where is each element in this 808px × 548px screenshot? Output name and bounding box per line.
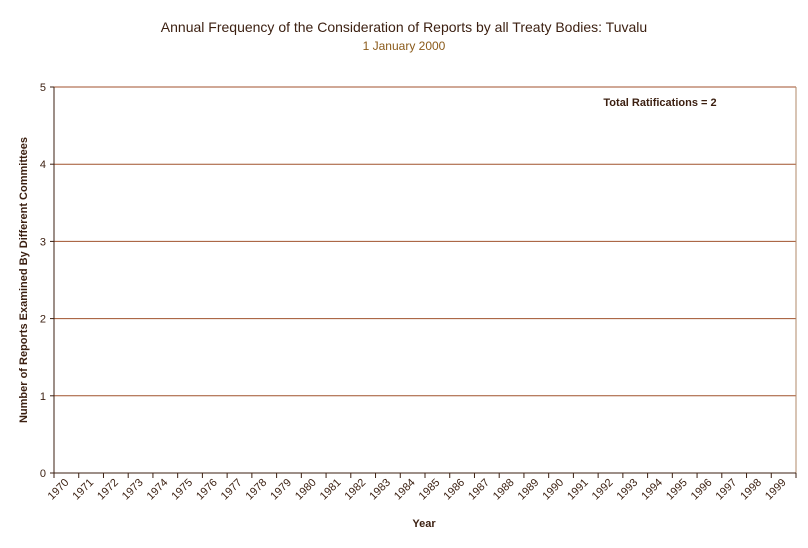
x-tick-label-1995: 1995 xyxy=(664,477,690,503)
x-tick-label-1981: 1981 xyxy=(318,477,344,503)
y-tick-label-2: 2 xyxy=(40,314,46,326)
x-tick-label-1970: 1970 xyxy=(46,477,72,503)
x-tick-label-1978: 1978 xyxy=(244,477,270,503)
x-tick-label-1972: 1972 xyxy=(95,477,121,503)
y-axis-label: Number of Reports Examined By Different … xyxy=(18,137,30,423)
chart-title: Annual Frequency of the Consideration of… xyxy=(161,19,647,35)
x-tick-label-1973: 1973 xyxy=(120,477,146,503)
x-tick-label-1998: 1998 xyxy=(738,477,764,503)
x-tick-label-1977: 1977 xyxy=(219,477,245,503)
x-tick-label-1989: 1989 xyxy=(516,477,542,503)
gridlines xyxy=(54,86,796,397)
x-tick-label-1974: 1974 xyxy=(145,477,171,503)
x-tick-label-1984: 1984 xyxy=(392,477,418,503)
chart-subtitle: 1 January 2000 xyxy=(363,39,446,53)
x-tick-label-1994: 1994 xyxy=(639,477,665,503)
x-tick-label-1975: 1975 xyxy=(169,477,195,503)
x-tick-label-1997: 1997 xyxy=(713,477,739,503)
x-tick-label-1983: 1983 xyxy=(367,477,393,503)
x-tick-label-1992: 1992 xyxy=(590,477,616,503)
y-tick-label-1: 1 xyxy=(40,391,46,403)
x-tick-label-1971: 1971 xyxy=(70,477,96,503)
y-tick-label-5: 5 xyxy=(40,82,46,94)
x-tick-label-1993: 1993 xyxy=(615,477,641,503)
x-tick-label-1982: 1982 xyxy=(342,477,368,503)
x-tick-labels: 1970197119721973197419751976197719781979… xyxy=(46,477,789,503)
x-tick-label-1987: 1987 xyxy=(466,477,492,503)
y-tick-labels: 0 1 2 3 4 5 xyxy=(40,82,46,480)
x-tick-label-1985: 1985 xyxy=(417,477,443,503)
y-tick-label-0: 0 xyxy=(40,468,46,480)
total-ratifications-annotation: Total Ratifications = 2 xyxy=(603,97,716,109)
x-tick-label-1979: 1979 xyxy=(268,477,294,503)
x-tick-label-1988: 1988 xyxy=(491,477,517,503)
x-tick-label-1980: 1980 xyxy=(293,477,319,503)
x-tick-label-1990: 1990 xyxy=(540,477,566,503)
axes xyxy=(50,86,797,478)
y-tick-label-3: 3 xyxy=(40,236,46,248)
x-axis-label: Year xyxy=(412,518,436,530)
x-tick-label-1996: 1996 xyxy=(689,477,715,503)
x-tick-label-1976: 1976 xyxy=(194,477,220,503)
x-tick-label-1999: 1999 xyxy=(763,477,789,503)
y-tick-label-4: 4 xyxy=(40,159,46,171)
x-tick-label-1986: 1986 xyxy=(441,477,467,503)
x-tick-label-1991: 1991 xyxy=(565,477,591,503)
